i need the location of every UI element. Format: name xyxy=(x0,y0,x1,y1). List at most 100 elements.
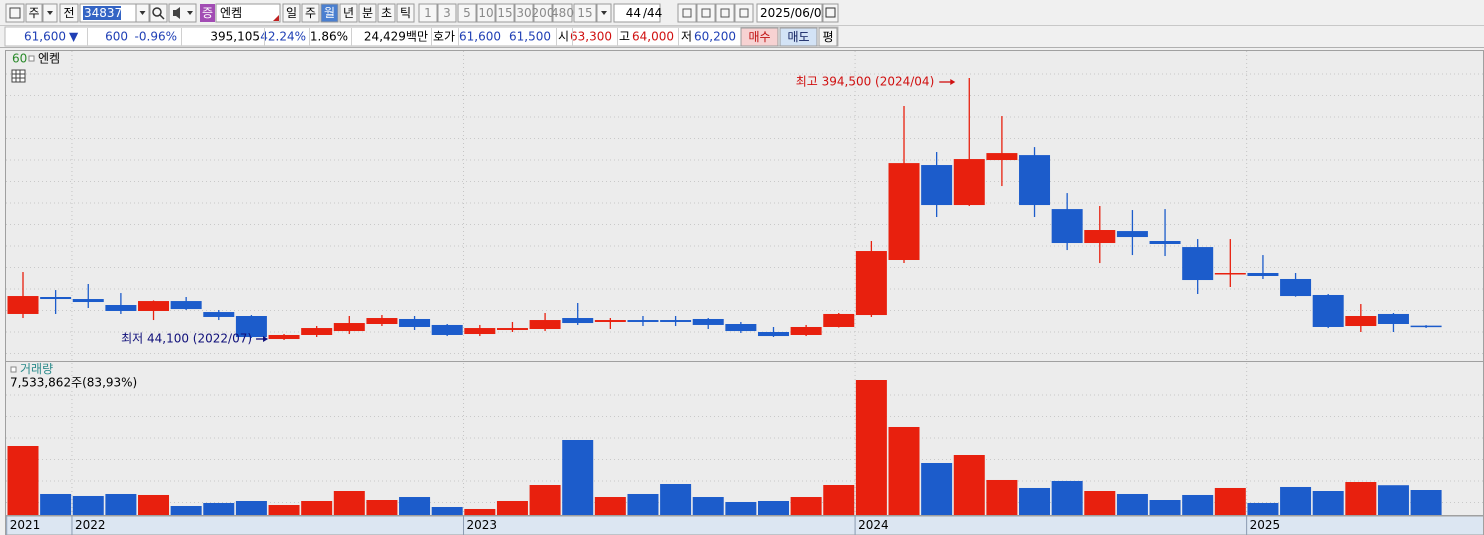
quote-value: 호가 xyxy=(433,30,455,44)
calendar-button[interactable] xyxy=(822,3,839,23)
count-box[interactable] xyxy=(573,3,597,23)
candle-body xyxy=(333,323,365,332)
x-tick-label: 2024 xyxy=(858,518,889,532)
volume-bar xyxy=(301,500,333,515)
candle-body xyxy=(692,318,724,325)
count-text: 15 xyxy=(577,6,592,20)
period-text[interactable]: 틱 xyxy=(400,6,411,20)
order-text[interactable]: 매수 xyxy=(748,30,770,44)
period-text[interactable]: 분 xyxy=(362,6,373,20)
interval-text[interactable]: 480 xyxy=(551,6,574,20)
order-button[interactable] xyxy=(818,27,838,47)
tool-button[interactable] xyxy=(734,3,754,23)
order-text[interactable]: 평 xyxy=(822,30,833,44)
page-total: /44 xyxy=(643,6,662,20)
button[interactable] xyxy=(59,3,79,23)
period-text[interactable]: 년 xyxy=(343,6,354,20)
quote-value: 600 xyxy=(105,30,128,44)
quote-value: 고 xyxy=(619,30,630,44)
candle-body xyxy=(7,296,39,314)
volume-bar xyxy=(953,455,985,515)
interval-button[interactable] xyxy=(533,3,553,23)
interval-button[interactable] xyxy=(476,3,496,23)
interval-text[interactable]: 3 xyxy=(443,6,451,20)
table-icon[interactable] xyxy=(11,69,26,83)
order-text[interactable]: 매도 xyxy=(787,30,809,44)
period-button[interactable] xyxy=(377,3,396,23)
volume-bar xyxy=(399,497,431,515)
candle-body xyxy=(953,159,985,206)
volume-bar xyxy=(40,493,72,515)
icon xyxy=(701,8,711,18)
candle-body xyxy=(366,318,398,324)
menu-button[interactable] xyxy=(5,3,25,23)
volume-bar xyxy=(1312,491,1344,515)
dropdown-arrow xyxy=(139,11,146,15)
volume-bar xyxy=(1345,482,1377,515)
x-tick-label: 2025 xyxy=(1250,518,1281,532)
period-button[interactable] xyxy=(339,3,358,23)
name-text[interactable]: 엔켐 xyxy=(220,6,242,20)
icon xyxy=(825,7,836,18)
interval-button[interactable] xyxy=(457,3,477,23)
period-text[interactable]: 초 xyxy=(381,6,392,20)
volume-bar xyxy=(366,500,398,515)
page-input[interactable] xyxy=(613,3,661,23)
interval-text[interactable]: 10 xyxy=(478,6,493,20)
icon xyxy=(10,366,17,373)
quote-value: 64,000 xyxy=(632,30,674,44)
period-button[interactable] xyxy=(358,3,377,23)
interval-button[interactable] xyxy=(437,3,457,23)
candle-body xyxy=(1214,273,1246,275)
code-text[interactable]: 348370 xyxy=(84,6,130,20)
annotation-arrow xyxy=(263,336,269,342)
period-button[interactable] xyxy=(320,3,339,23)
quote-value: 61,600 xyxy=(459,30,501,44)
interval-text[interactable]: 5 xyxy=(463,6,471,20)
interval-button[interactable] xyxy=(514,3,534,23)
quote-value: -0.96% xyxy=(135,30,177,44)
volume-bar xyxy=(170,506,202,515)
order-button[interactable] xyxy=(740,27,779,47)
tool-button[interactable] xyxy=(715,3,735,23)
period-button[interactable] xyxy=(282,3,301,23)
button[interactable] xyxy=(25,3,43,23)
scope-button[interactable]: 전 xyxy=(63,6,74,20)
period-text[interactable]: 일 xyxy=(286,6,297,20)
volume-bar xyxy=(627,493,659,515)
period-text[interactable]: 주 xyxy=(305,6,316,20)
order-button[interactable] xyxy=(779,27,818,47)
sound-button[interactable] xyxy=(168,3,197,23)
period-text[interactable]: 월 xyxy=(324,6,335,20)
period-button[interactable] xyxy=(301,3,320,23)
volume-bar xyxy=(268,505,300,515)
tool-button[interactable] xyxy=(677,3,697,23)
icon xyxy=(28,55,35,62)
interval-button[interactable] xyxy=(552,3,573,23)
market-button[interactable]: 주 xyxy=(28,6,39,20)
quote-value: 42.24% xyxy=(260,30,306,44)
badge xyxy=(200,4,215,22)
candle-body xyxy=(301,328,333,335)
volume-bar xyxy=(529,485,561,515)
interval-button[interactable] xyxy=(495,3,515,23)
candle-body xyxy=(268,334,300,340)
candle-body xyxy=(399,318,431,327)
candle-body xyxy=(757,331,789,337)
date-input[interactable] xyxy=(756,3,823,23)
candle-body xyxy=(1149,241,1181,244)
interval-button[interactable] xyxy=(418,3,438,23)
interval-text[interactable]: 15 xyxy=(497,6,512,20)
volume-bar xyxy=(496,500,528,515)
period-button[interactable] xyxy=(396,3,415,23)
tool-button[interactable] xyxy=(696,3,716,23)
interval-text[interactable]: 200 xyxy=(532,6,555,20)
name-input[interactable] xyxy=(215,3,281,23)
interval-text[interactable]: 30 xyxy=(516,6,531,20)
indicator-label: 60 xyxy=(12,52,27,66)
quote-value: ▼ xyxy=(69,30,79,44)
interval-text[interactable]: 1 xyxy=(424,6,432,20)
quote-value: 저 xyxy=(681,30,692,44)
candle-body xyxy=(1116,231,1148,238)
